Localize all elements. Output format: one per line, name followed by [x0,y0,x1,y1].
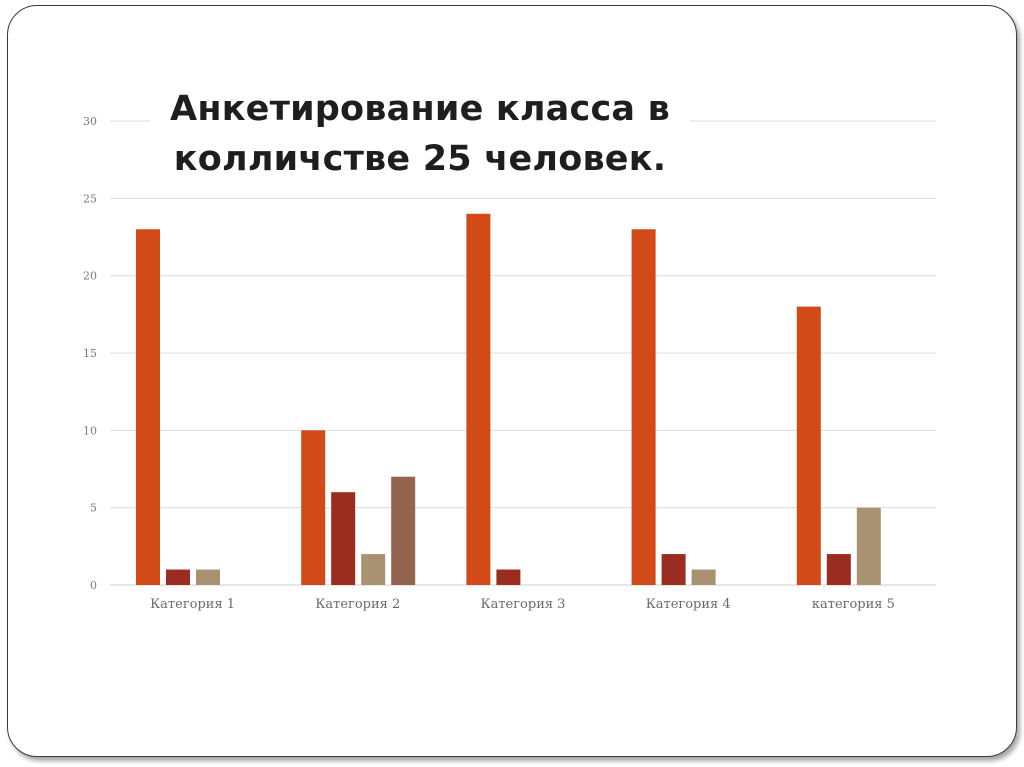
bar-cat5-series2 [826,554,851,585]
x-category-label: Категория 2 [315,597,400,612]
bar-cat1-series3 [196,569,220,585]
bar-cat2-series1 [301,430,326,585]
y-tick-label: 15 [83,347,97,360]
y-axis-ticks: 0 5 10 15 20 25 30 [83,115,97,592]
bar-cat4-series1 [631,229,656,585]
chart-title: Анкетирование класса в колличстве 25 чел… [150,84,690,184]
bar-cat2-series4 [391,476,416,585]
bar-cat3-series1 [466,213,491,586]
bar-cat3-series2 [496,569,521,585]
x-category-label: Категория 1 [150,597,235,612]
bar-cat1-series1 [136,229,160,585]
y-tick-label: 30 [83,115,97,128]
bar-cat2-series2 [331,492,356,585]
x-category-label: Категория 4 [646,597,731,612]
bar-cat1-series2 [166,569,190,585]
x-category-label: Категория 3 [481,597,566,612]
bars [136,213,881,586]
y-tick-label: 20 [83,270,97,283]
bar-cat2-series3 [361,554,386,585]
x-category-label: категория 5 [812,597,895,612]
bar-cat4-series3 [691,569,716,585]
y-tick-label: 25 [83,192,97,205]
x-axis-labels: Категория 1 Категория 2 Категория 3 Категор… [150,597,895,612]
bar-cat4-series2 [661,554,686,585]
bar-cat5-series3 [856,507,881,585]
y-tick-label: 5 [90,502,97,515]
y-tick-label: 10 [83,424,97,437]
y-tick-label: 0 [90,579,97,592]
bar-cat5-series1 [796,306,821,585]
